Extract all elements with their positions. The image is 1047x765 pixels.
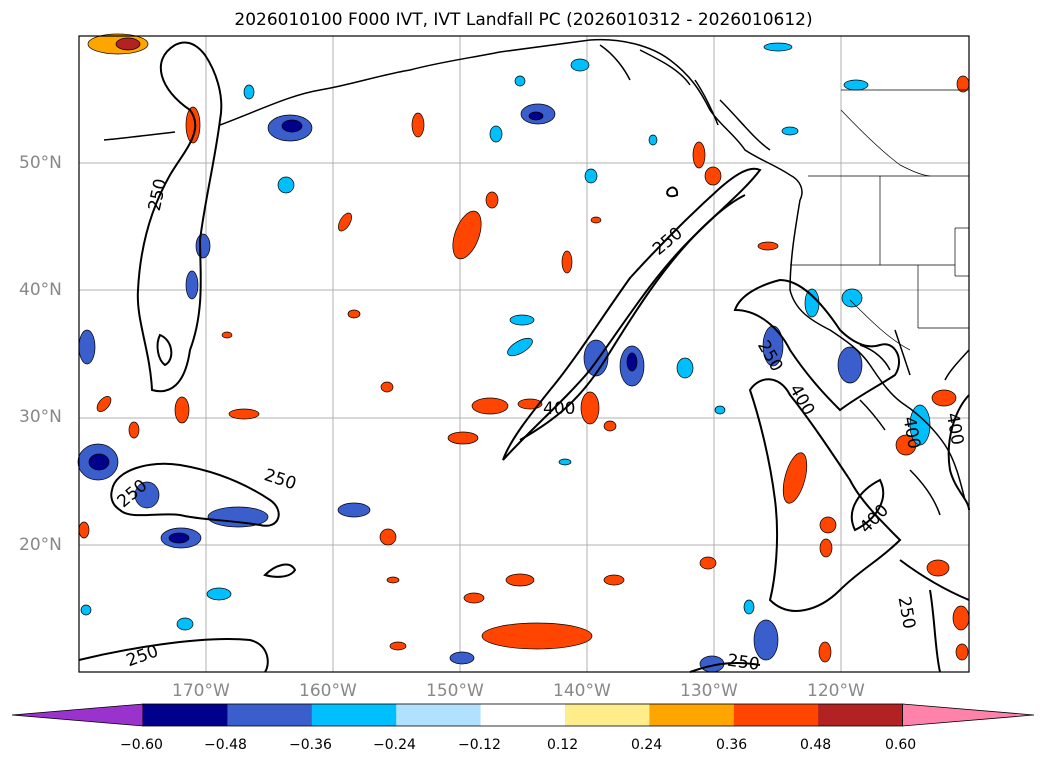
- colorbar-segment: [818, 704, 904, 726]
- lon-label-130w: 130°W: [680, 681, 738, 701]
- colorbar-segment: [565, 704, 650, 726]
- negative-anomaly-blobs: [77, 42, 931, 673]
- colorbar-segment: [733, 704, 819, 726]
- political-borders: [790, 89, 969, 351]
- ivt-shading: [77, 33, 970, 673]
- colorbar-tick-label: 0.12: [547, 737, 579, 753]
- positive-anomaly-blobs: [78, 33, 970, 663]
- colorbar-segment: [311, 704, 397, 726]
- colorbar-segment: [227, 704, 313, 726]
- colorbar-segment: [396, 704, 482, 726]
- colorbar-segment: [649, 704, 735, 726]
- colorbar-outline: [142, 703, 903, 727]
- lon-label-150w: 150°W: [426, 681, 484, 701]
- colorbar-extend-max: [902, 703, 1035, 727]
- colorbar-tick-label: −0.36: [289, 737, 332, 753]
- colorbar-tick-label: −0.48: [204, 737, 247, 753]
- map-title: 2026010100 F000 IVT, IVT Landfall PC (20…: [234, 10, 813, 30]
- lat-label-30n: 30°N: [19, 407, 62, 427]
- contour-label: 400: [543, 399, 575, 419]
- ivt-contours: [78, 41, 970, 673]
- contour-label: 250: [726, 651, 761, 675]
- lon-label-160w: 160°W: [299, 681, 357, 701]
- lon-label-170w: 170°W: [172, 681, 230, 701]
- colorbar-tick-label: −0.24: [373, 737, 416, 753]
- lat-label-20n: 20°N: [19, 535, 62, 555]
- colorbar-extend-min: [11, 703, 144, 727]
- lat-label-50n: 50°N: [19, 153, 62, 173]
- colorbar-tick-label: 0.60: [885, 737, 917, 753]
- colorbar: [11, 703, 1035, 727]
- map-frame: [79, 36, 969, 672]
- colorbar-segment: [480, 704, 566, 726]
- colorbar-tick-label: −0.12: [458, 737, 501, 753]
- colorbar-tick-label: −0.60: [120, 737, 163, 753]
- coastlines: [103, 38, 970, 516]
- map-border: [78, 35, 970, 673]
- colorbar-segment: [143, 704, 228, 726]
- lat-label-40n: 40°N: [19, 280, 62, 300]
- lon-label-120w: 120°W: [807, 681, 865, 701]
- colorbar-tick-label: 0.24: [631, 737, 663, 753]
- lon-label-140w: 140°W: [553, 681, 611, 701]
- colorbar-tick-label: 0.36: [716, 737, 748, 753]
- colorbar-tick-label: 0.48: [800, 737, 832, 753]
